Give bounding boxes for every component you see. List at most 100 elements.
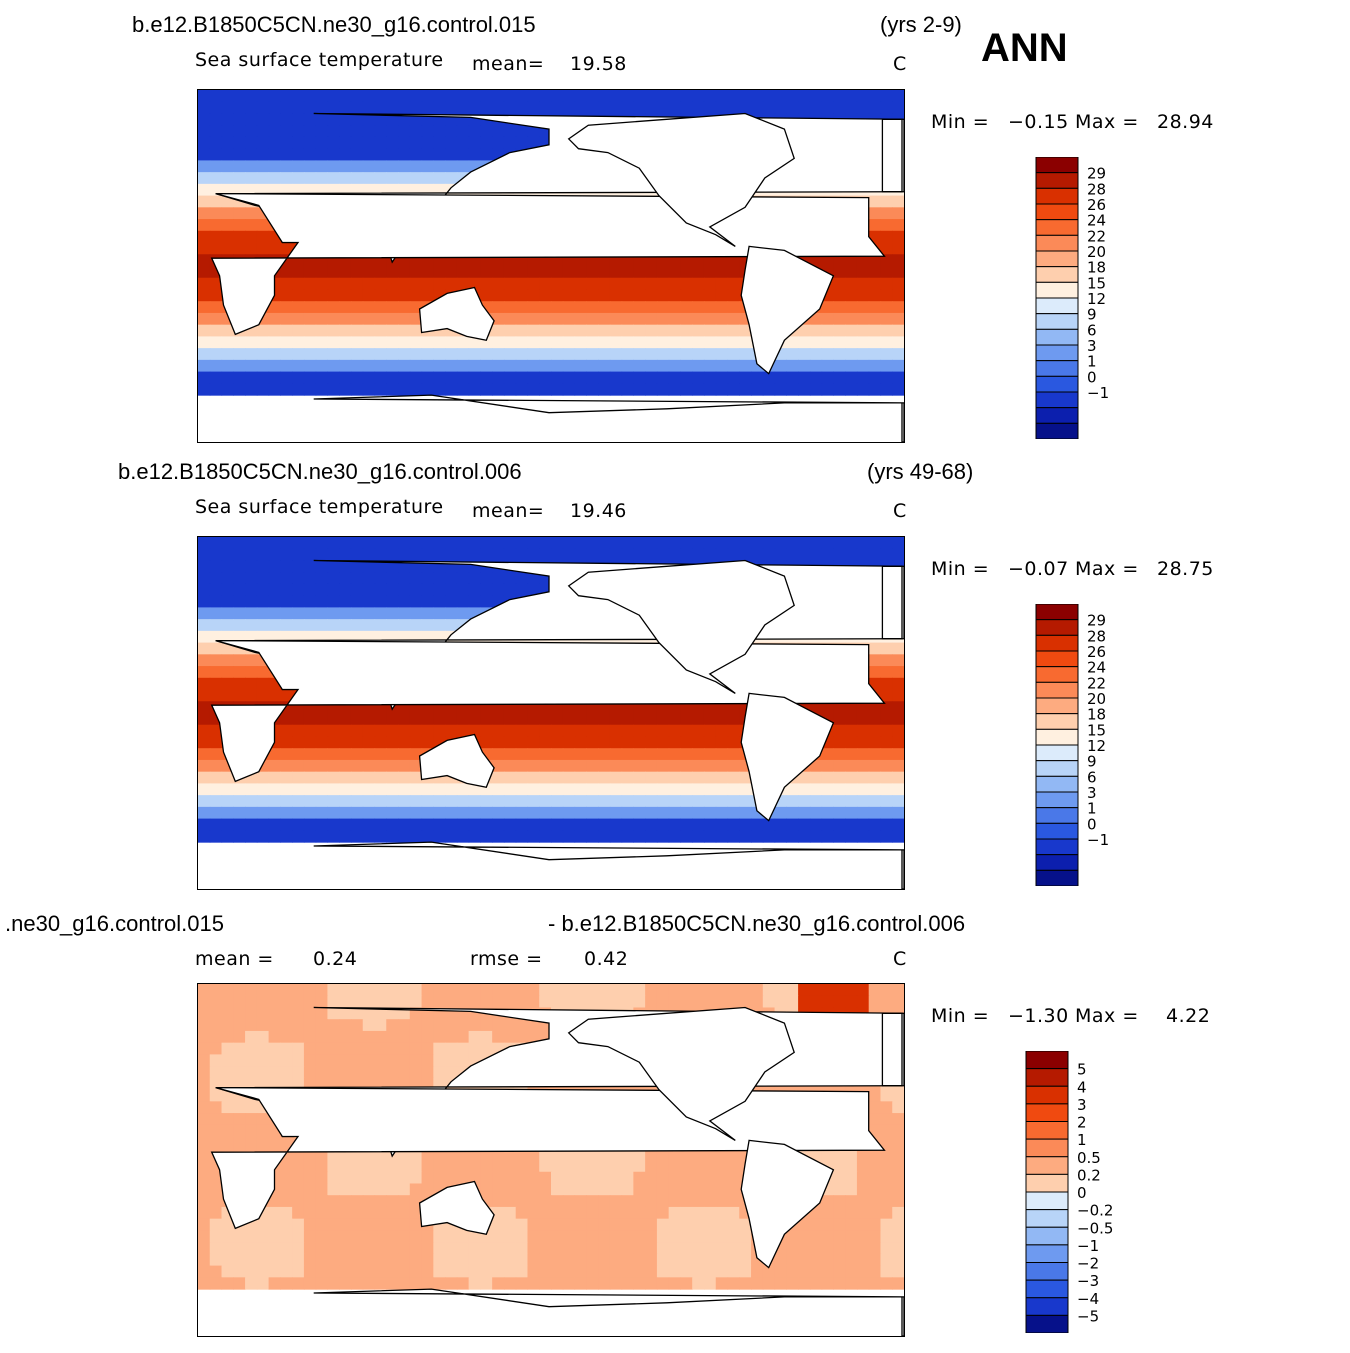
panel3-map: [197, 983, 905, 1337]
colorbar-tick-label: 9: [1087, 306, 1097, 324]
colorbar-swatch: [1025, 1226, 1069, 1246]
colorbar-swatch: [1035, 172, 1079, 189]
colorbar-tick-label: 5: [1077, 1061, 1087, 1079]
colorbar-tick-label: 22: [1087, 674, 1106, 692]
colorbar-tick-label: 0.5: [1077, 1149, 1101, 1167]
colorbar-swatch: [1035, 157, 1079, 174]
panel3-case-left: .ne30_g16.control.015: [5, 911, 224, 936]
colorbar-tick-label: 26: [1087, 643, 1106, 661]
colorbar-tick-label: 18: [1087, 706, 1106, 724]
colorbar-swatch: [1035, 744, 1079, 762]
colorbar-tick-label: 0.2: [1077, 1166, 1101, 1184]
colorbar-swatch: [1035, 869, 1079, 886]
panel2-colorbar: 29 28 26 24 22 20 18 15 12 9 6 3 1 0 −1: [1035, 604, 1145, 886]
colorbar-tick-label: −1: [1077, 1237, 1099, 1255]
colorbar-swatch: [1035, 713, 1079, 730]
panel3-case-right: - b.e12.B1850C5CN.ne30_g16.control.006: [548, 911, 966, 936]
panel1-variable: Sea surface temperature: [195, 49, 444, 71]
panel3-mean-label: mean =: [195, 948, 274, 970]
colorbar-swatch: [1025, 1068, 1069, 1087]
colorbar-tick-label: 15: [1087, 274, 1106, 292]
continent-outline: [740, 245, 835, 375]
colorbar-swatch: [1035, 681, 1079, 699]
colorbar-tick-label: 12: [1087, 290, 1106, 308]
continent-outline: [740, 692, 835, 822]
continent-outline: [418, 1180, 495, 1236]
panel1-min-label: Min =: [931, 111, 990, 133]
colorbar-tick-label: 0: [1077, 1184, 1087, 1202]
colorbar-tick-label: 15: [1087, 721, 1106, 739]
colorbar-tick-label: 26: [1087, 196, 1106, 214]
colorbar-swatch: [1035, 344, 1079, 362]
panel3-min-label: Min =: [931, 1005, 990, 1027]
colorbar-swatch: [1035, 854, 1079, 871]
panel3-rmse-label: rmse =: [470, 948, 543, 970]
panel2-max-label: Max =: [1075, 558, 1139, 580]
panel3-mean-value: 0.24: [313, 948, 358, 970]
colorbar-swatch: [1025, 1209, 1069, 1228]
continent-outline: [740, 1139, 835, 1269]
panel1-map: [197, 89, 905, 443]
colorbar-swatch: [1035, 360, 1079, 377]
panel2-years: (yrs 49-68): [867, 459, 974, 484]
colorbar-tick-label: 4: [1077, 1078, 1087, 1096]
colorbar-tick-label: −0.2: [1077, 1202, 1113, 1220]
colorbar-tick-label: 0: [1087, 815, 1097, 833]
colorbar-tick-label: 3: [1087, 784, 1097, 802]
colorbar-swatch: [1035, 187, 1079, 205]
continent-outline: [313, 841, 904, 889]
panel3-colorbar: 5 4 3 2 1 0.5 0.2 0 −0.2 −0.5 −1 −2 −3 −4 −5: [1025, 1051, 1145, 1333]
panel1-colorbar: 29 28 26 24 22 20 18 15 12 9 6 3 1 0 −1: [1035, 157, 1145, 439]
colorbar-swatch: [1025, 1085, 1069, 1105]
colorbar-tick-label: 9: [1087, 753, 1097, 771]
colorbar-swatch: [1035, 219, 1079, 236]
continent-outline: [210, 192, 886, 336]
colorbar-swatch: [1025, 1138, 1069, 1158]
colorbar-swatch: [1025, 1103, 1069, 1122]
colorbar-swatch: [1035, 666, 1079, 683]
panel3-rmse-value: 0.42: [584, 948, 629, 970]
colorbar-tick-label: 24: [1087, 212, 1106, 230]
colorbar-tick-label: 1: [1087, 353, 1097, 371]
colorbar-swatch: [1035, 391, 1079, 409]
panel1-mean-label: mean=: [472, 53, 545, 75]
season-label: ANN: [981, 26, 1068, 70]
colorbar-tick-label: 28: [1087, 627, 1106, 645]
colorbar-tick-label: −4: [1077, 1290, 1099, 1308]
colorbar-swatch: [1035, 203, 1079, 221]
continent-outline: [567, 1006, 795, 1141]
colorbar-tick-label: −1: [1087, 384, 1109, 402]
continent-outline: [313, 1288, 904, 1336]
colorbar-swatch: [1025, 1156, 1069, 1175]
colorbar-swatch: [1035, 838, 1079, 856]
panel2-min-value: −0.07: [1008, 558, 1069, 580]
continent-outline: [210, 639, 886, 783]
panel1-min-value: −0.15: [1008, 111, 1069, 133]
panel2-case-title: b.e12.B1850C5CN.ne30_g16.control.006: [118, 459, 522, 484]
colorbar-tick-label: −3: [1077, 1272, 1099, 1290]
colorbar-tick-label: −5: [1077, 1307, 1099, 1325]
colorbar-tick-label: 20: [1087, 690, 1106, 708]
colorbar-swatch: [1035, 604, 1079, 621]
colorbar-tick-label: 3: [1087, 337, 1097, 355]
continent-outline: [210, 1086, 886, 1230]
continent-outline: [567, 559, 795, 694]
panel1-case-title: b.e12.B1850C5CN.ne30_g16.control.015: [132, 12, 536, 37]
colorbar-swatch: [1025, 1279, 1069, 1299]
colorbar-swatch: [1035, 250, 1079, 268]
colorbar-tick-label: 1: [1077, 1131, 1087, 1149]
colorbar-swatch: [1025, 1297, 1069, 1316]
colorbar-swatch: [1035, 313, 1079, 330]
colorbar-tick-label: −2: [1077, 1255, 1099, 1273]
continent-outline: [418, 733, 495, 789]
panel3-max-value: 4.22: [1166, 1005, 1211, 1027]
colorbar-swatch: [1035, 234, 1079, 252]
panel2-map: [197, 536, 905, 890]
panel3-min-value: −1.30: [1008, 1005, 1069, 1027]
colorbar-tick-label: −0.5: [1077, 1219, 1113, 1237]
panel2-variable: Sea surface temperature: [195, 496, 444, 518]
colorbar-tick-label: 29: [1087, 165, 1106, 183]
colorbar-tick-label: 6: [1087, 321, 1097, 339]
colorbar-swatch: [1035, 634, 1079, 652]
colorbar-tick-label: 24: [1087, 659, 1106, 677]
